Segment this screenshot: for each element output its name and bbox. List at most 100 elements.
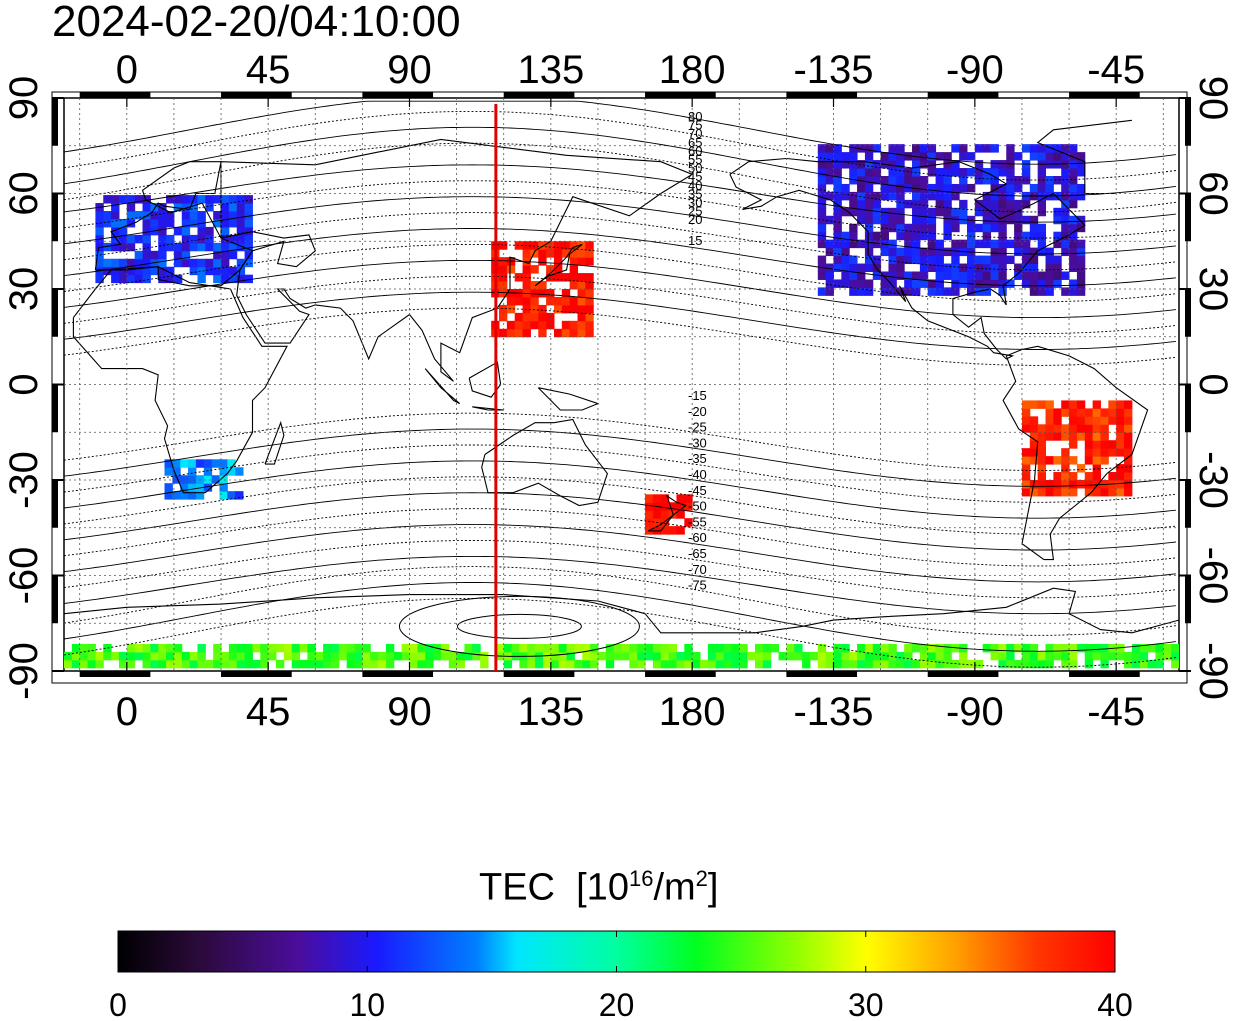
tec-cell: [1069, 183, 1078, 193]
tec-cell: [1061, 472, 1070, 481]
tec-cell: [188, 491, 197, 500]
tec-cell: [228, 234, 238, 244]
tec-cell: [64, 651, 73, 661]
tec-cell: [362, 659, 371, 669]
tec-cell: [990, 651, 999, 661]
tec-cell: [409, 651, 418, 661]
tec-cell: [872, 643, 882, 653]
tec-cell: [1076, 287, 1086, 296]
tec-cell: [1061, 160, 1070, 169]
tec-cell: [1037, 448, 1047, 457]
colorbar-title: TEC [1016/m2]: [479, 866, 718, 910]
tec-cell: [166, 651, 175, 661]
tec-cell: [943, 223, 952, 233]
tec-cell: [974, 199, 984, 209]
tec-cell: [569, 304, 579, 314]
contour-label: -75: [688, 578, 707, 593]
tec-cell: [585, 241, 594, 250]
tec-cell: [974, 263, 984, 272]
tec-cell: [1076, 432, 1086, 441]
tec-cell: [794, 651, 803, 661]
tec-cell: [195, 475, 205, 484]
contour-label: 20: [688, 212, 702, 227]
tec-cell: [522, 265, 531, 274]
tec-cell: [142, 266, 151, 276]
tec-cell: [197, 195, 206, 204]
tec-cell: [1014, 271, 1023, 280]
tec-cell: [1021, 487, 1031, 497]
contour-label: -45: [688, 483, 707, 498]
tec-cell: [943, 643, 952, 653]
tec-cell: [118, 195, 128, 204]
tec-cell: [927, 255, 937, 265]
tec-cell: [569, 273, 579, 282]
tec-cell: [409, 659, 418, 669]
tec-cell: [566, 659, 575, 669]
tec-cell: [896, 168, 905, 177]
tec-cell: [1014, 239, 1023, 249]
tec-cell: [825, 263, 835, 272]
tec-cell: [227, 459, 236, 468]
tec-cell: [550, 651, 560, 661]
tec-cell: [817, 207, 827, 217]
tec-cell: [1100, 408, 1109, 417]
tec-cell: [480, 651, 489, 661]
tec-cell: [1053, 152, 1062, 161]
tec-cell: [1084, 432, 1094, 441]
tec-cell: [569, 257, 579, 266]
tec-cell: [362, 643, 371, 653]
tec-cell: [1061, 175, 1070, 185]
tec-cell: [464, 651, 473, 661]
tec-cell: [585, 320, 594, 330]
tec-cell: [919, 207, 929, 217]
tec-cell: [943, 263, 952, 272]
tec-cell: [307, 651, 316, 661]
tec-cell: [197, 242, 206, 252]
tec-cell: [1131, 643, 1141, 653]
tec-cell: [103, 242, 112, 252]
tec-cell: [841, 152, 850, 161]
tec-cell: [1053, 255, 1062, 265]
tec-cell: [569, 249, 579, 258]
tec-cell: [181, 258, 191, 268]
tec-cell: [158, 234, 167, 244]
tec-cell: [538, 304, 547, 314]
colorbar-tick-label: 30: [848, 987, 884, 1021]
tec-cell: [857, 279, 866, 288]
tec-cell: [1029, 416, 1039, 425]
tec-cell: [205, 226, 214, 236]
tec-cell: [244, 211, 253, 220]
tec-cell: [857, 183, 866, 193]
tec-cell: [629, 643, 638, 653]
tec-cell: [1124, 464, 1133, 473]
tec-cell: [841, 191, 850, 201]
tec-cell: [692, 659, 701, 669]
tec-cell: [219, 475, 228, 484]
tec-cell: [849, 271, 858, 280]
tec-cell: [825, 651, 835, 661]
tec-cell: [888, 144, 897, 153]
tec-cell: [142, 242, 151, 252]
tec-cell: [1124, 448, 1133, 457]
tec-cell: [346, 651, 356, 661]
tec-cell: [519, 659, 528, 669]
tec-cell: [95, 659, 104, 669]
tec-cell: [213, 250, 222, 260]
tec-cell: [864, 160, 874, 169]
tec-cell: [707, 659, 717, 669]
tec-cell: [1021, 424, 1031, 433]
tec-cell: [652, 510, 662, 519]
tec-cell: [535, 643, 544, 653]
tec-cell: [1076, 239, 1086, 249]
tec-cell: [561, 289, 571, 298]
tec-cell: [522, 281, 531, 290]
tec-cell: [1076, 168, 1086, 177]
tec-cell: [188, 459, 197, 468]
tec-cell: [1029, 287, 1039, 296]
tec-cell: [195, 491, 205, 500]
tec-cell: [79, 643, 89, 653]
tec-cell: [260, 651, 269, 661]
contour-line: [64, 164, 1176, 223]
tec-cell: [864, 659, 874, 669]
tec-cell: [1021, 279, 1031, 288]
